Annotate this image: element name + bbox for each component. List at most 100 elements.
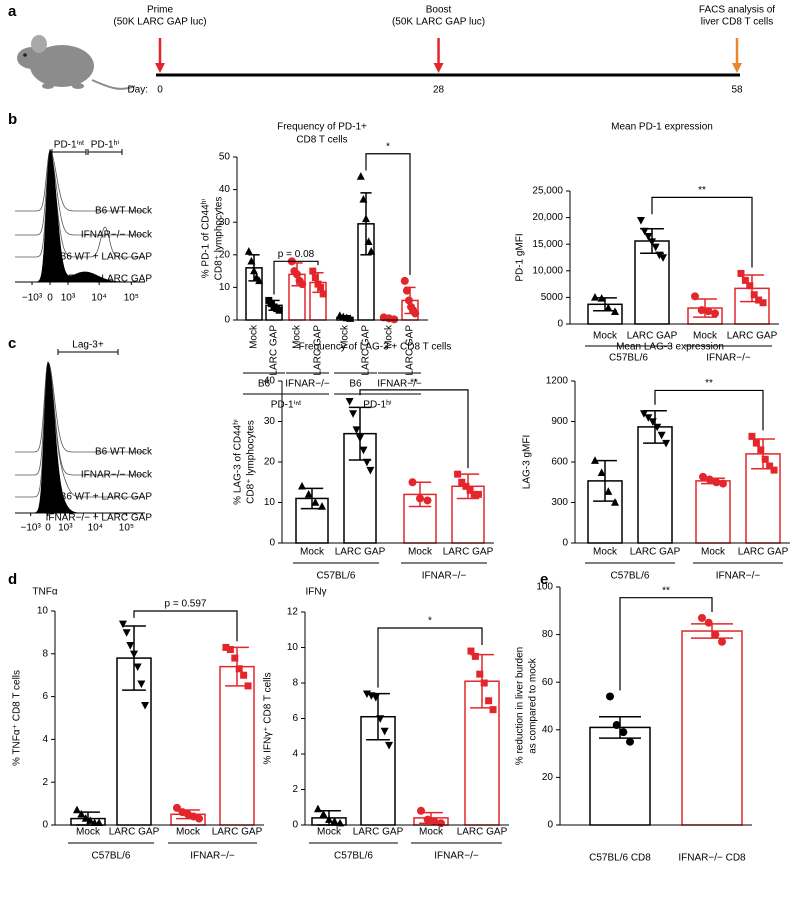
group-label: PD-1ⁱⁿᵗ: [271, 400, 301, 411]
data-point: [345, 398, 354, 406]
y-axis-label: % TNFα⁺ CD8 T cells: [12, 670, 23, 766]
event-label: (50K LARC GAP luc): [113, 17, 206, 28]
data-point: [741, 276, 749, 284]
histogram-curve: [15, 150, 145, 212]
x-tick-label: 0: [47, 293, 53, 304]
data-point: [770, 466, 778, 474]
data-point: [141, 701, 150, 710]
sample-label: IFNAR−/− + LARC GAP: [46, 513, 153, 524]
y-tick-label: 8: [42, 648, 48, 659]
data-point: [640, 227, 649, 236]
event-label: (50K LARC GAP luc): [392, 17, 485, 28]
data-point: [597, 468, 606, 476]
y-tick-label: 80: [542, 629, 554, 640]
y-tick-label: 40: [219, 184, 231, 195]
mouse-eye: [23, 53, 27, 57]
y-tick-label: 4: [292, 749, 298, 760]
significance-bracket: [654, 389, 764, 431]
data-point: [72, 805, 81, 814]
data-point: [402, 286, 411, 295]
sample-label: B6 WT Mock: [95, 447, 153, 458]
x-tick-label: 10⁴: [88, 523, 103, 534]
data-point: [619, 728, 628, 737]
day-number: 58: [731, 85, 743, 96]
x-tick-label: LARC GAP: [405, 325, 416, 376]
data-point: [748, 432, 756, 440]
chart-title: CD8 T cells: [296, 135, 347, 146]
y-tick-label: 30: [264, 416, 276, 427]
x-tick-label: LARC GAP: [361, 325, 372, 376]
data-point: [657, 431, 666, 440]
y-tick-label: 10: [219, 282, 231, 293]
sample-label: B6 WT Mock: [95, 206, 153, 217]
y-tick-label: 0: [557, 319, 563, 330]
data-point: [359, 446, 368, 455]
x-tick-label: IFNAR−/− CD8: [678, 853, 746, 864]
bar: [219, 665, 255, 826]
x-tick-label: 10⁵: [119, 523, 134, 534]
y-axis-label: LAG-3 gMFI: [522, 435, 533, 489]
data-point: [330, 817, 339, 825]
event-arrowhead: [155, 63, 165, 73]
histogram-curve: [15, 364, 145, 476]
data-point: [698, 613, 706, 622]
y-tick-label: 600: [551, 457, 568, 468]
y-axis-label: CD8⁺ lymphocytes: [246, 420, 257, 504]
x-tick-label: C57BL/6 CD8: [589, 853, 651, 864]
data-point: [480, 679, 488, 687]
y-axis-label: PD-1 gMFI: [515, 233, 526, 281]
data-point: [766, 462, 774, 470]
y-axis-label: % LAG-3 of CD44ʰⁱ: [233, 419, 244, 505]
event-label: liver CD8 T cells: [701, 17, 773, 28]
y-axis-label: as compared to mock: [528, 657, 539, 754]
bar: [589, 726, 651, 826]
y-tick-label: 10: [37, 606, 49, 617]
day-number: 28: [433, 85, 445, 96]
group-label: IFNAR−/−: [377, 379, 422, 390]
group-label: C57BL/6: [611, 571, 650, 582]
data-point: [458, 478, 466, 486]
x-tick-label: 10³: [58, 523, 73, 534]
y-tick-label: 0: [224, 315, 230, 326]
data-point: [467, 647, 475, 655]
bar: [695, 480, 731, 544]
data-point: [400, 276, 409, 285]
y-tick-label: 20: [264, 457, 276, 468]
x-tick-label: Mock: [419, 827, 444, 838]
data-point: [470, 490, 478, 498]
histogram-curve: [15, 361, 145, 453]
data-point: [746, 282, 754, 290]
data-point: [759, 299, 767, 307]
x-tick-label: 10⁴: [91, 293, 106, 304]
significance-label: p = 0.08: [278, 249, 315, 260]
y-tick-label: 2: [292, 784, 298, 795]
data-point: [423, 496, 432, 505]
data-point: [604, 487, 613, 495]
sample-label: B6 WT + LARC GAP: [60, 492, 153, 503]
x-tick-label: LARC GAP: [109, 827, 160, 838]
y-tick-label: 0: [42, 820, 48, 831]
sample-label: IFNAR−/− Mock: [81, 470, 153, 481]
group-label: C57BL/6: [317, 571, 356, 582]
data-point: [611, 498, 619, 506]
chart-title: IFNγ: [305, 587, 326, 598]
x-tick-label: Mock: [340, 324, 351, 349]
data-point: [367, 247, 376, 255]
data-point: [639, 410, 648, 418]
significance-label: p = 0.597: [165, 599, 207, 610]
y-tick-label: 20,000: [532, 212, 563, 223]
significance-label: **: [662, 585, 670, 596]
gate-label: PD-1ⁱⁿᵗ: [54, 140, 84, 151]
x-tick-label: Mock: [593, 331, 618, 342]
y-tick-label: 0: [269, 538, 275, 549]
data-point: [126, 642, 135, 650]
event-label: Boost: [426, 5, 452, 16]
chart-title: Frequency of LAG-3 + CD8 T cells: [299, 342, 452, 353]
significance-label: **: [705, 378, 713, 389]
data-point: [757, 446, 765, 454]
y-tick-label: 1200: [546, 376, 569, 387]
data-point: [137, 680, 146, 689]
chart-title: Frequency of PD-1+: [277, 122, 367, 133]
y-tick-label: 20: [219, 249, 231, 260]
data-point: [317, 283, 325, 291]
